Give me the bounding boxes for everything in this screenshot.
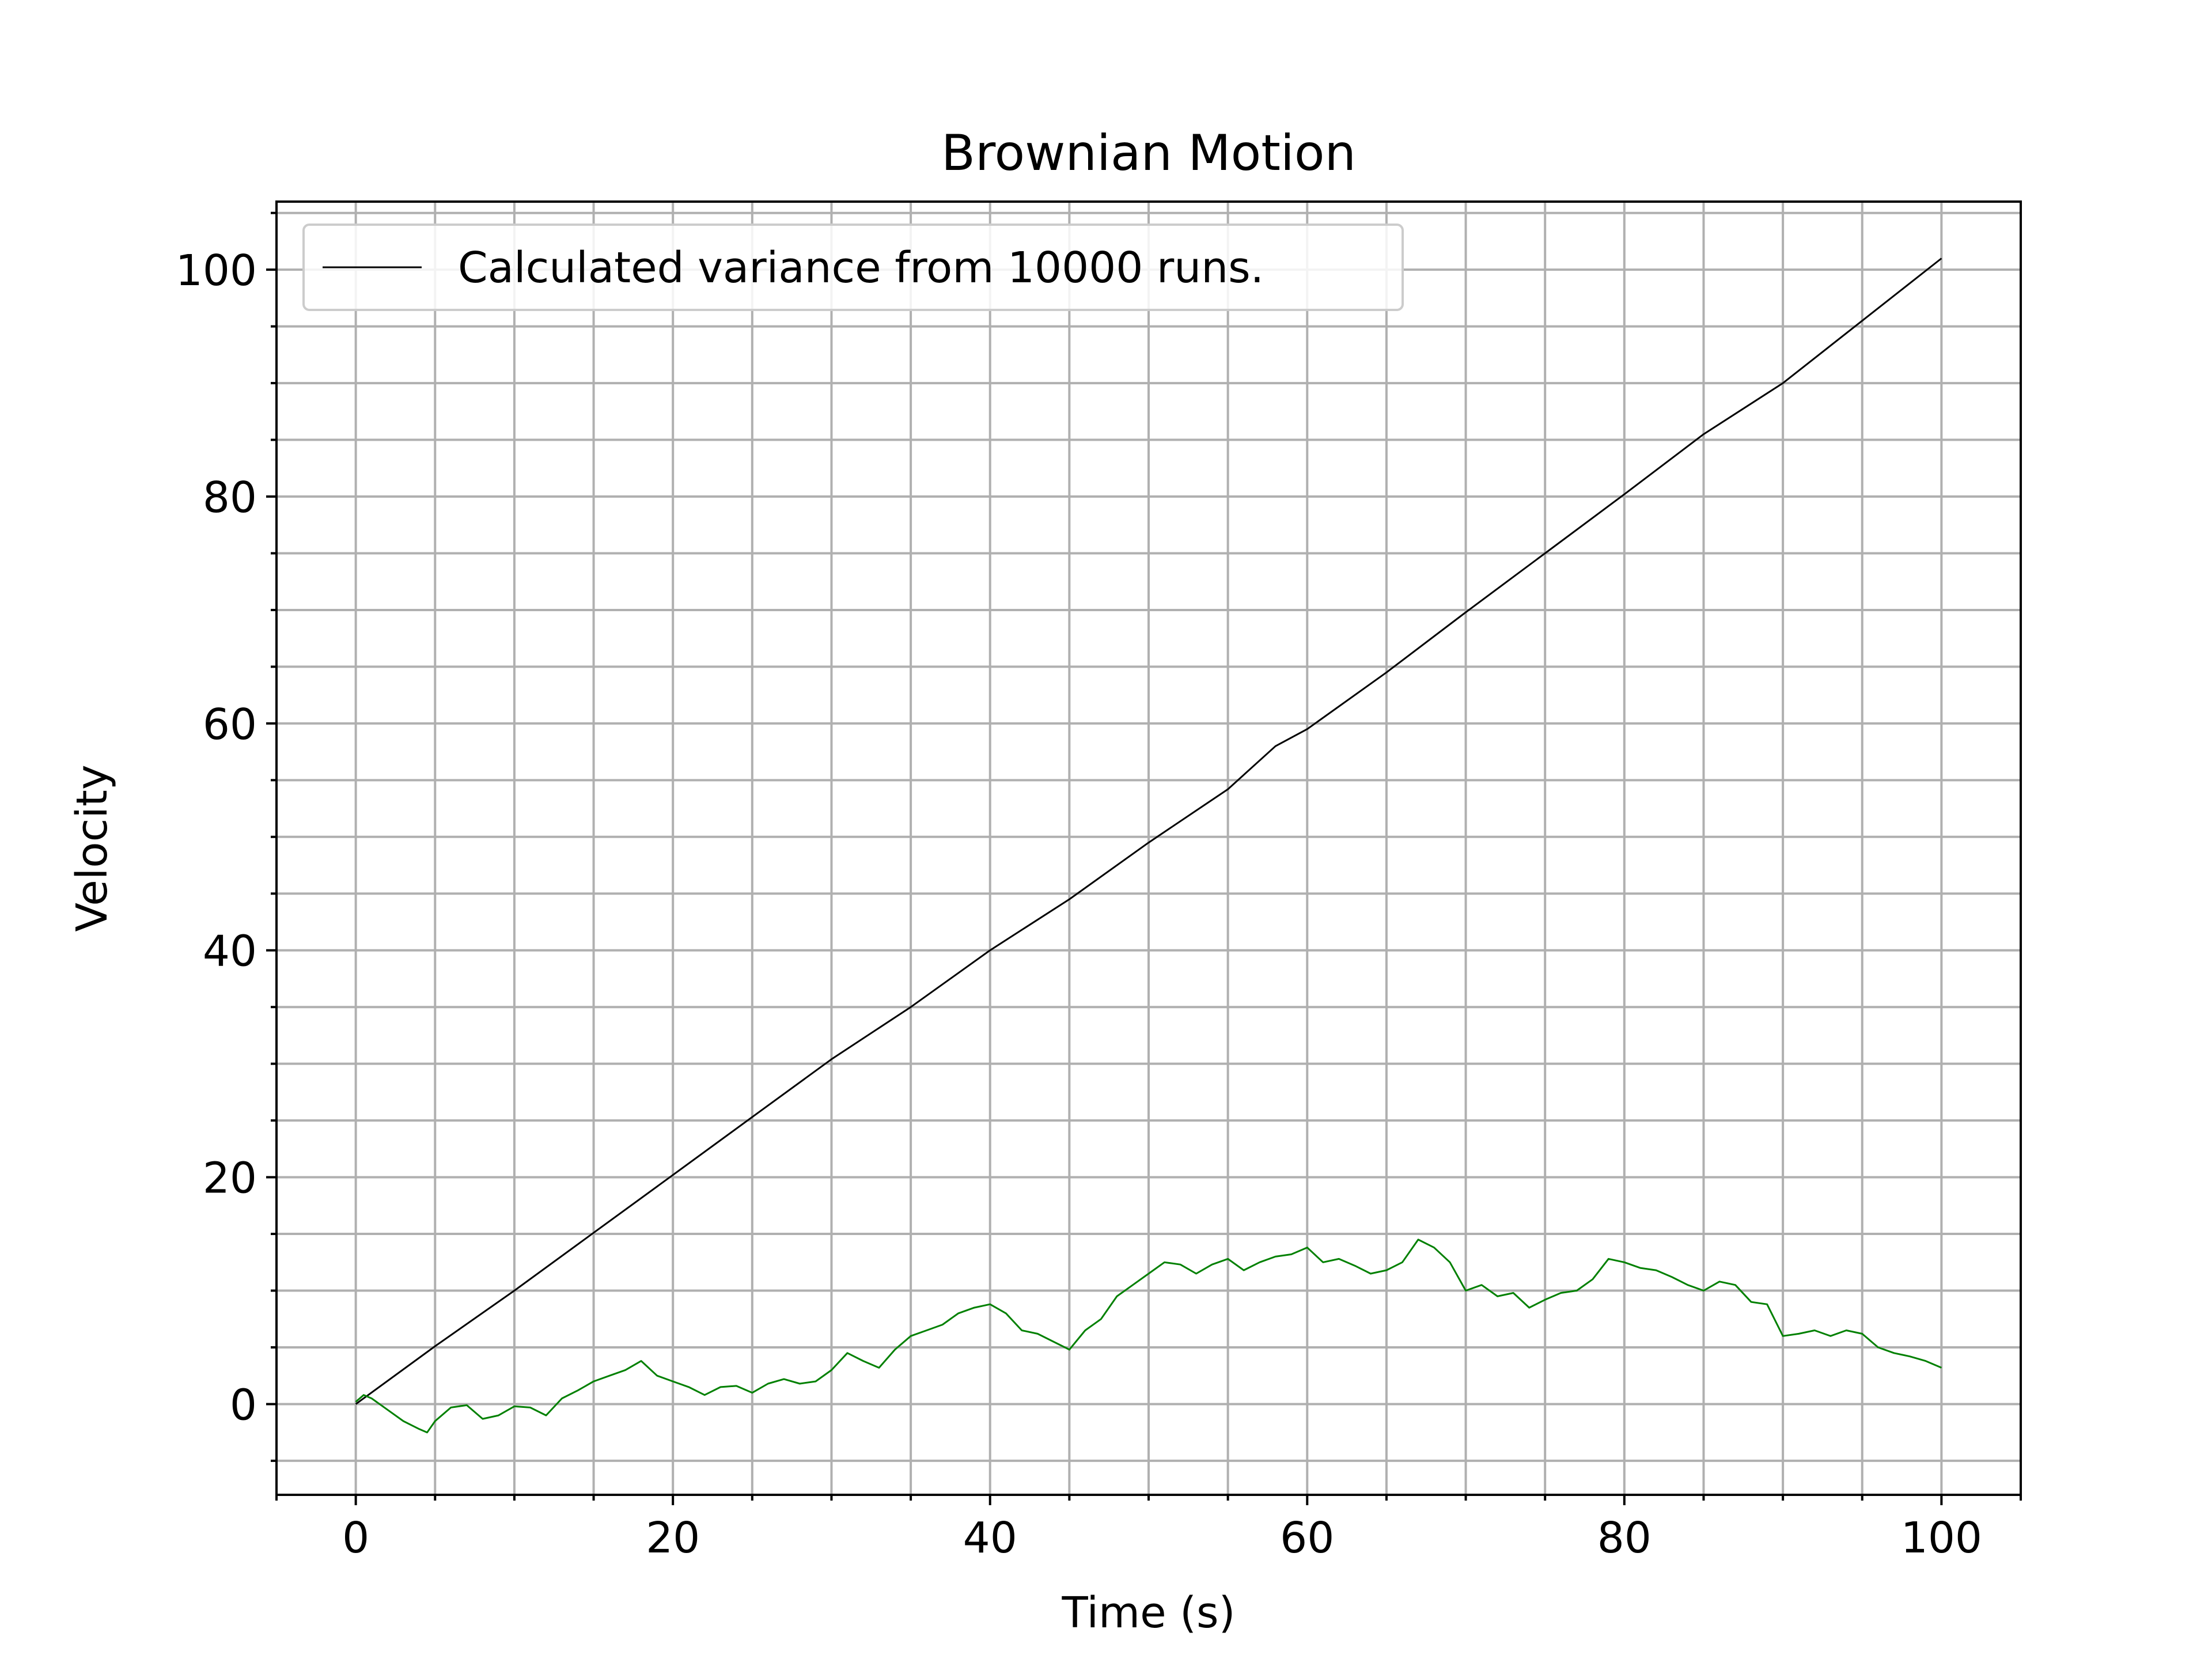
y-tick-label: 60 bbox=[203, 700, 257, 749]
chart-title: Brownian Motion bbox=[941, 124, 1356, 182]
sample-path-line bbox=[355, 1238, 1942, 1434]
x-tick-label: 80 bbox=[1597, 1513, 1652, 1563]
y-axis-label: Velocity bbox=[67, 764, 117, 931]
y-tick-label: 80 bbox=[203, 473, 257, 522]
x-tick-label: 0 bbox=[342, 1513, 369, 1563]
variance-line bbox=[355, 257, 1942, 1405]
series-layer bbox=[355, 257, 1942, 1434]
x-tick-label: 20 bbox=[646, 1513, 700, 1563]
y-tick-label: 20 bbox=[203, 1154, 257, 1203]
legend-box bbox=[302, 224, 1404, 311]
x-tick-label: 40 bbox=[963, 1513, 1017, 1563]
ticks: 0 20 40 60 80 100 0 20 40 60 80 100 bbox=[176, 211, 2022, 1563]
y-tick-label: 0 bbox=[230, 1380, 257, 1430]
legend: Calculated variance from 10000 runs. bbox=[302, 224, 1404, 311]
x-tick-label: 100 bbox=[1901, 1513, 1982, 1563]
legend-label-variance: Calculated variance from 10000 runs. bbox=[458, 243, 1264, 293]
grid bbox=[275, 202, 2022, 1495]
y-tick-label: 100 bbox=[176, 246, 257, 296]
y-tick-label: 40 bbox=[203, 927, 257, 976]
x-axis-label: Time (s) bbox=[1062, 1588, 1236, 1638]
x-tick-label: 60 bbox=[1280, 1513, 1334, 1563]
